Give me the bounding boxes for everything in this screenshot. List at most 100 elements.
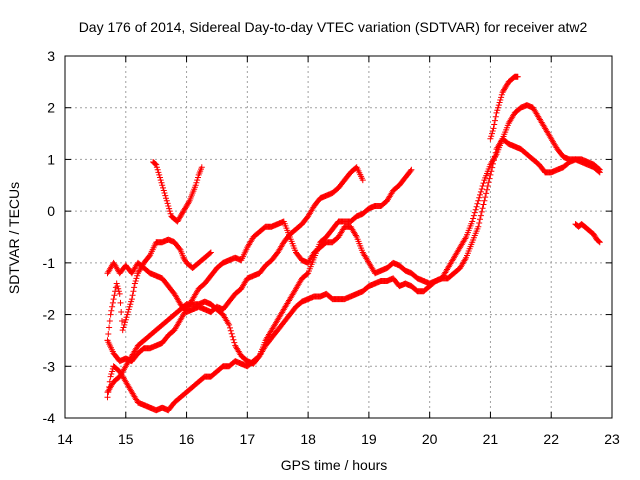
data-point bbox=[226, 321, 233, 328]
data-point bbox=[116, 290, 123, 297]
data-point bbox=[477, 212, 484, 219]
data-point bbox=[227, 327, 234, 334]
data-point bbox=[231, 339, 238, 346]
data-point bbox=[488, 133, 495, 140]
data-point bbox=[596, 166, 603, 173]
x-tick-label: 22 bbox=[543, 431, 559, 447]
data-point bbox=[407, 167, 414, 174]
data-point bbox=[495, 102, 502, 109]
data-point bbox=[125, 306, 132, 313]
data-point bbox=[107, 373, 114, 380]
data-point bbox=[152, 161, 159, 167]
data-point bbox=[477, 188, 484, 195]
data-point bbox=[133, 275, 140, 282]
data-point bbox=[122, 319, 128, 326]
chart-title: Day 176 of 2014, Sidereal Day-to-day VTE… bbox=[79, 19, 588, 35]
x-tick-label: 21 bbox=[483, 431, 499, 447]
data-point bbox=[486, 175, 493, 182]
data-point bbox=[193, 179, 200, 186]
data-point bbox=[130, 288, 137, 295]
data-point bbox=[109, 303, 116, 310]
data-point bbox=[229, 333, 236, 340]
data-point bbox=[494, 107, 501, 114]
data-point bbox=[163, 197, 170, 204]
data-point bbox=[498, 94, 505, 101]
data-point bbox=[474, 200, 481, 207]
data-point bbox=[255, 354, 262, 361]
data-point bbox=[104, 394, 111, 401]
data-point bbox=[471, 209, 478, 216]
data-point bbox=[108, 307, 115, 314]
data-point bbox=[469, 218, 476, 225]
data-point bbox=[106, 324, 113, 331]
data-point bbox=[479, 183, 486, 189]
data-point bbox=[109, 368, 116, 375]
data-point bbox=[161, 190, 168, 196]
data-point bbox=[477, 191, 483, 198]
data-point bbox=[478, 208, 485, 215]
data-point bbox=[115, 285, 122, 292]
y-tick-label: 3 bbox=[47, 48, 55, 64]
data-point bbox=[359, 177, 366, 184]
data-point bbox=[131, 284, 138, 291]
data-point bbox=[495, 104, 501, 111]
x-tick-label: 18 bbox=[300, 431, 316, 447]
y-tick-label: 1 bbox=[47, 151, 55, 167]
data-point bbox=[490, 125, 497, 132]
data-point bbox=[105, 331, 112, 337]
data-point bbox=[121, 321, 128, 328]
x-tick-label: 17 bbox=[240, 431, 256, 447]
data-point bbox=[227, 324, 233, 331]
y-tick-label: -3 bbox=[43, 358, 56, 374]
data-point bbox=[491, 121, 498, 128]
data-point bbox=[198, 164, 205, 171]
data-point bbox=[481, 197, 488, 204]
data-point bbox=[473, 203, 480, 210]
data-point bbox=[489, 128, 496, 134]
data-point bbox=[483, 190, 490, 197]
data-point bbox=[162, 192, 169, 199]
data-point bbox=[492, 152, 499, 159]
data-point bbox=[125, 309, 132, 315]
y-tick-label: 0 bbox=[47, 203, 55, 219]
data-point bbox=[165, 203, 172, 209]
x-tick-label: 19 bbox=[361, 431, 377, 447]
data-point bbox=[163, 195, 169, 202]
data-point bbox=[479, 205, 486, 212]
data-point bbox=[476, 194, 483, 201]
data-points bbox=[104, 73, 603, 414]
data-point bbox=[470, 212, 477, 219]
x-tick-label: 14 bbox=[57, 431, 73, 447]
data-point bbox=[480, 201, 487, 208]
data-point bbox=[154, 166, 161, 173]
data-point bbox=[129, 292, 136, 299]
data-point bbox=[153, 164, 160, 171]
data-point bbox=[195, 174, 201, 181]
data-point bbox=[192, 182, 199, 189]
data-point bbox=[596, 239, 603, 246]
data-point bbox=[207, 250, 213, 257]
data-point bbox=[117, 299, 124, 306]
data-point bbox=[115, 288, 122, 295]
data-point bbox=[194, 177, 201, 184]
y-tick-label: -4 bbox=[43, 410, 56, 426]
x-tick-label: 15 bbox=[118, 431, 134, 447]
data-point bbox=[493, 109, 500, 116]
data-point bbox=[119, 327, 126, 334]
x-tick-label: 20 bbox=[422, 431, 438, 447]
data-point bbox=[164, 200, 171, 207]
data-point bbox=[485, 179, 492, 186]
chart-gridlines bbox=[65, 56, 612, 418]
data-point bbox=[492, 113, 499, 120]
plot-area-frame bbox=[64, 55, 613, 419]
y-tick-label: 2 bbox=[47, 100, 55, 116]
data-point bbox=[104, 337, 111, 344]
data-point bbox=[124, 311, 131, 318]
data-point bbox=[476, 220, 483, 226]
data-point bbox=[167, 210, 174, 217]
data-point bbox=[127, 301, 134, 308]
data-point bbox=[156, 171, 163, 178]
data-point bbox=[596, 166, 602, 172]
data-point bbox=[134, 272, 141, 279]
